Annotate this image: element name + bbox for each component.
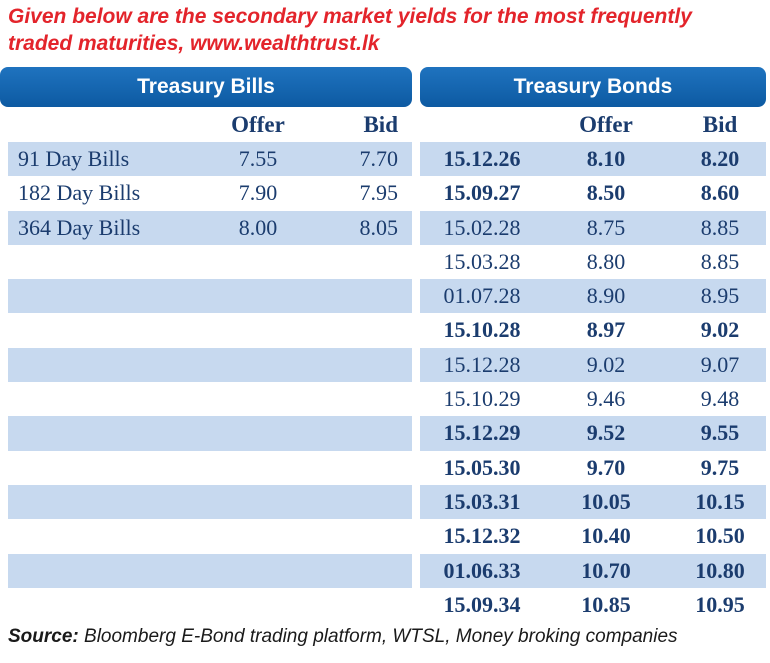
bond-offer: 10.05 <box>581 488 631 514</box>
bond-maturity: 15.10.29 <box>443 386 521 412</box>
table-row: 15.05.30 9.70 9.75 <box>8 451 766 485</box>
treasury-bonds-header: Treasury Bonds <box>420 67 766 107</box>
bond-bid: 8.20 <box>700 146 740 171</box>
bond-offer: 9.46 <box>586 386 626 412</box>
bonds-offer-header: Offer <box>579 112 633 137</box>
bill-offer: 8.00 <box>238 214 278 240</box>
bills-bid-header: Bid <box>363 112 398 137</box>
bond-maturity: 15.12.26 <box>443 146 521 171</box>
source-note: Source: Bloomberg E-Bond trading platfor… <box>8 626 768 648</box>
bond-bid: 8.60 <box>700 180 740 206</box>
bond-offer: 8.50 <box>586 180 626 206</box>
bond-bid: 10.80 <box>695 557 745 583</box>
bill-bid: 8.05 <box>359 214 399 240</box>
bond-offer: 8.97 <box>586 317 626 343</box>
headline: Given below are the secondary market yie… <box>8 5 692 55</box>
bond-offer: 8.90 <box>586 283 626 309</box>
table-row: 01.06.33 10.70 10.80 <box>8 553 766 588</box>
table-row: 91 Day Bills 7.55 7.70 15.12.26 8.10 8.20 <box>8 142 766 177</box>
bond-bid: 8.85 <box>700 214 740 240</box>
bond-bid: 9.55 <box>700 420 740 446</box>
bond-maturity: 15.12.28 <box>443 351 521 377</box>
treasury-bills-title: Treasury Bills <box>137 75 275 98</box>
bond-maturity: 15.09.34 <box>443 591 521 617</box>
table-row: 15.12.32 10.40 10.50 <box>8 519 766 553</box>
source-text: Bloomberg E-Bond trading platform, WTSL,… <box>84 626 678 647</box>
bond-maturity: 15.02.28 <box>443 214 521 240</box>
bond-bid: 8.85 <box>700 248 740 274</box>
bonds-bid-header: Bid <box>702 112 738 137</box>
yield-table: Offer Bid Offer Bid 91 Day Bills 7.55 7.70… <box>8 108 766 622</box>
bills-offer-header: Offer <box>231 112 285 137</box>
bond-bid: 8.95 <box>700 283 740 309</box>
bond-offer: 10.70 <box>581 557 631 583</box>
bond-maturity: 15.05.30 <box>443 454 521 480</box>
bill-name: 91 Day Bills <box>18 146 130 171</box>
bond-bid: 9.02 <box>700 317 740 343</box>
bill-bid: 7.95 <box>359 180 399 206</box>
table-row: 15.03.31 10.05 10.15 <box>8 484 766 520</box>
bond-maturity: 15.09.27 <box>443 180 521 206</box>
bond-maturity: 15.03.31 <box>443 488 521 514</box>
bill-bid: 7.70 <box>359 146 399 171</box>
bond-maturity: 15.12.32 <box>443 523 521 549</box>
bond-maturity: 15.10.28 <box>443 317 521 343</box>
bond-offer: 8.75 <box>586 214 626 240</box>
bond-maturity: 15.12.29 <box>443 420 521 446</box>
table-row: 15.03.28 8.80 8.85 <box>8 245 766 279</box>
bond-bid: 10.95 <box>695 591 745 617</box>
bond-maturity: 15.03.28 <box>443 248 521 274</box>
bill-offer: 7.55 <box>238 146 278 171</box>
table-row: 364 Day Bills 8.00 8.05 15.02.28 8.75 8.85 <box>8 210 766 245</box>
treasury-bills-header: Treasury Bills <box>0 67 412 107</box>
bond-offer: 10.85 <box>581 591 631 617</box>
column-header-row: Offer Bid Offer Bid <box>8 108 766 142</box>
bond-offer: 8.10 <box>586 146 626 171</box>
bill-name: 364 Day Bills <box>18 214 141 240</box>
bond-offer: 8.80 <box>586 248 626 274</box>
bill-name: 182 Day Bills <box>18 180 141 206</box>
table-row: 15.10.29 9.46 9.48 <box>8 382 766 416</box>
bond-offer: 9.02 <box>586 351 626 377</box>
bond-maturity: 01.07.28 <box>443 283 521 309</box>
bond-offer: 9.70 <box>586 454 626 480</box>
bond-offer: 10.40 <box>581 523 631 549</box>
column-divider <box>412 108 420 624</box>
table-row: 15.12.28 9.02 9.07 <box>8 347 766 383</box>
table-row: 15.12.29 9.52 9.55 <box>8 416 766 451</box>
table-row: 01.07.28 8.90 8.95 <box>8 279 766 314</box>
table-row: 15.10.28 8.97 9.02 <box>8 313 766 347</box>
bond-bid: 9.75 <box>700 454 740 480</box>
bond-bid: 9.48 <box>700 386 740 412</box>
table-row: 182 Day Bills 7.90 7.95 15.09.27 8.50 8.60 <box>8 176 766 210</box>
treasury-bonds-title: Treasury Bonds <box>513 75 673 98</box>
bond-bid: 10.15 <box>695 488 745 514</box>
bill-offer: 7.90 <box>238 180 278 206</box>
bond-maturity: 01.06.33 <box>443 557 521 583</box>
bond-bid: 10.50 <box>695 523 745 549</box>
table-row: 15.09.34 10.85 10.95 <box>8 588 766 622</box>
source-label: Source: <box>8 626 79 647</box>
bond-offer: 9.52 <box>586 420 626 446</box>
bond-bid: 9.07 <box>700 351 740 377</box>
